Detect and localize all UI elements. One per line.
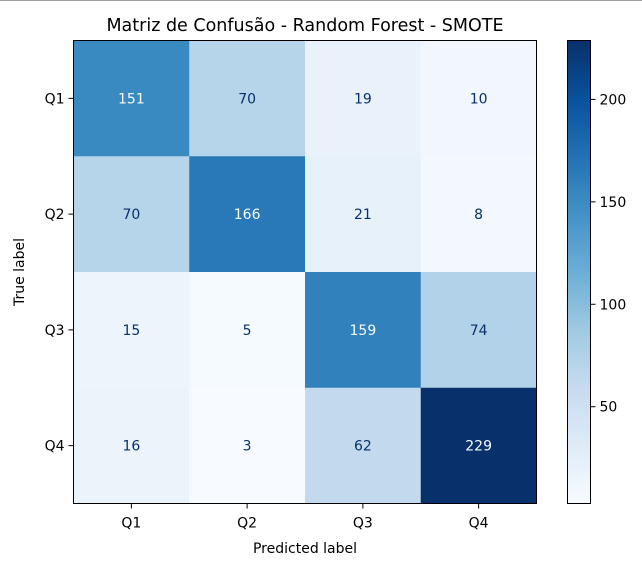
heatmap-cell <box>305 387 422 504</box>
y-tick-label: Q1 <box>45 91 65 107</box>
y-axis-ticks: Q1 Q2 Q3 Q4 <box>45 91 74 455</box>
cell-value-label: 159 <box>350 323 377 339</box>
cell-value-label: 15 <box>122 323 140 339</box>
x-tick-label: Q1 <box>121 516 141 532</box>
heatmap-cell <box>73 156 190 273</box>
x-axis-ticks: Q1 Q2 Q3 Q4 <box>121 503 489 532</box>
colorbar-tick-label: 100 <box>600 297 627 313</box>
heatmap-cell <box>420 272 537 389</box>
heatmap-cell <box>73 387 190 504</box>
y-tick-label: Q2 <box>45 207 65 223</box>
heatmap-cell-labels: 151 70 19 10 70 166 21 8 15 5 159 74 16 3 62 229 <box>118 91 492 454</box>
top-border-line <box>0 0 642 1</box>
cell-value-label: 229 <box>465 439 492 455</box>
heatmap-cell <box>420 387 537 504</box>
colorbar-tick-label: 150 <box>600 195 627 211</box>
heatmap-cell <box>189 272 306 389</box>
cell-value-label: 19 <box>354 91 372 107</box>
heatmap-cell <box>305 156 422 273</box>
colorbar-frame <box>567 40 591 504</box>
colorbar-tick-label: 50 <box>600 400 618 416</box>
x-tick-label: Q2 <box>237 516 257 532</box>
cell-value-label: 8 <box>474 207 483 223</box>
x-axis-label: Predicted label <box>253 541 357 557</box>
y-tick-label: Q3 <box>45 323 65 339</box>
chart-title: Matriz de Confusão - Random Forest - SMO… <box>106 16 503 36</box>
cell-value-label: 16 <box>122 439 140 455</box>
heatmap-cell <box>189 40 306 157</box>
cell-value-label: 70 <box>122 207 140 223</box>
heatmap-cell <box>420 156 537 273</box>
colorbar-ticks: 50 100 150 200 <box>590 92 627 416</box>
heatmap-cell <box>420 40 537 157</box>
colorbar-tick-label: 200 <box>600 92 627 108</box>
heatmap-cell <box>189 387 306 504</box>
heatmap-cell <box>305 40 422 157</box>
cell-value-label: 62 <box>354 439 372 455</box>
x-tick-label: Q3 <box>353 516 373 532</box>
cell-value-label: 151 <box>118 91 145 107</box>
heatmap-frame <box>73 40 537 504</box>
heatmap-cell <box>305 272 422 389</box>
y-axis-label: True label <box>12 238 28 307</box>
cell-value-label: 3 <box>243 439 252 455</box>
heatmap-cells <box>73 40 537 504</box>
cell-value-label: 70 <box>238 91 256 107</box>
cell-value-label: 21 <box>354 207 372 223</box>
colorbar <box>567 40 590 503</box>
cell-value-label: 10 <box>470 91 488 107</box>
y-tick-label: Q4 <box>45 439 65 455</box>
cell-value-label: 5 <box>243 323 252 339</box>
x-tick-label: Q4 <box>469 516 489 532</box>
heatmap-cell <box>73 40 190 157</box>
cell-value-label: 166 <box>234 207 261 223</box>
heatmap-cell <box>189 156 306 273</box>
heatmap-cell <box>73 272 190 389</box>
cell-value-label: 74 <box>470 323 488 339</box>
